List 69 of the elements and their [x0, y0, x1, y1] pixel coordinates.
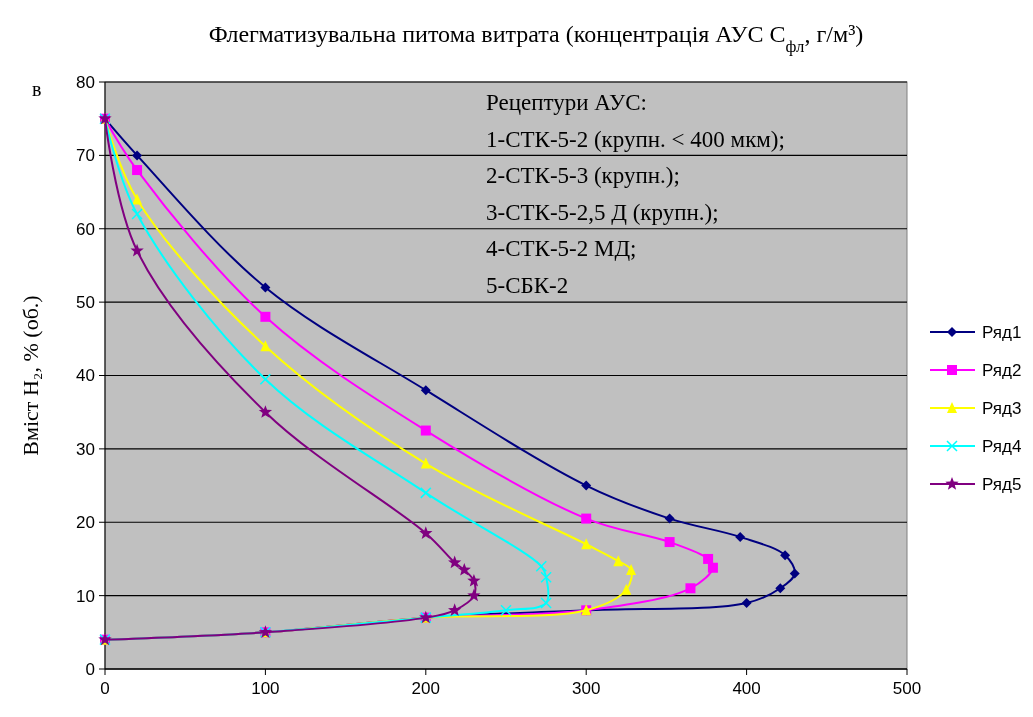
legend-label: Ряд1 — [982, 322, 1022, 342]
y-tick-label: 80 — [76, 72, 95, 92]
annotation: 4-СТК-5-2 МД; — [486, 236, 637, 261]
point — [613, 555, 624, 567]
y-tick-label: 10 — [76, 586, 95, 606]
y-tick-label: 40 — [76, 366, 95, 386]
text: в — [32, 78, 42, 100]
point — [626, 563, 637, 575]
x-tick-label: 100 — [251, 679, 280, 698]
point — [132, 165, 143, 176]
point — [703, 553, 714, 564]
y-axis-title: Вміст H₂, % (об.) — [18, 295, 43, 456]
point — [621, 583, 632, 595]
point — [419, 526, 433, 539]
legend-label: Ряд2 — [982, 360, 1022, 380]
point — [707, 562, 718, 573]
legend-label: Ряд3 — [982, 398, 1022, 418]
x-tick-label: 200 — [411, 679, 440, 698]
y-tick-label: 70 — [76, 146, 95, 166]
point — [535, 560, 548, 573]
point — [259, 373, 272, 385]
point — [581, 513, 592, 524]
point — [448, 603, 462, 616]
y-tick-label: 50 — [76, 293, 95, 313]
point — [132, 150, 143, 161]
point — [664, 537, 675, 548]
point — [130, 243, 144, 257]
y-tick-label: 0 — [85, 659, 95, 679]
point — [581, 538, 592, 550]
point — [260, 311, 271, 322]
point — [260, 282, 271, 293]
point — [685, 583, 696, 594]
point — [500, 604, 512, 617]
annotation: 3-СТК-5-2,5 Д (крупн.); — [486, 199, 719, 225]
chart-title: Флегматизувальна питома витрата (концентрація АУС С$_{фл}$, г/м³) — [208, 21, 864, 56]
x-tick-label: 0 — [100, 679, 110, 698]
point — [448, 555, 462, 569]
point — [540, 597, 552, 609]
point — [420, 425, 431, 436]
x-tick-label: 300 — [572, 679, 601, 698]
point — [664, 513, 675, 524]
y-tick-label: 30 — [76, 439, 95, 459]
point — [258, 405, 273, 418]
point — [467, 573, 481, 587]
point — [131, 208, 143, 220]
annotation: 1-СТК-5-2 (крупн. < 400 мкм); — [486, 126, 785, 152]
point — [467, 588, 481, 602]
point — [420, 487, 432, 499]
point — [789, 568, 800, 579]
point — [260, 340, 271, 352]
annotation: 5-СБК-2 — [486, 272, 569, 298]
x-tick-label: 400 — [732, 679, 761, 698]
point — [775, 583, 786, 594]
point — [780, 550, 791, 561]
point — [735, 531, 746, 542]
point — [540, 571, 552, 584]
legend-label: Ряд4 — [982, 436, 1022, 456]
point — [132, 193, 143, 205]
point — [741, 597, 752, 608]
legend-label: Ряд5 — [982, 474, 1022, 494]
annotation: Рецептури АУС: — [486, 90, 647, 115]
x-tick-label: 500 — [892, 679, 922, 698]
point — [420, 385, 431, 396]
point — [420, 457, 431, 469]
y-tick-label: 60 — [76, 219, 95, 239]
point — [581, 480, 592, 491]
y-tick-label: 20 — [76, 513, 95, 533]
point — [457, 562, 471, 576]
annotation: 2-СТК-5-3 (крупн.); — [486, 163, 680, 188]
